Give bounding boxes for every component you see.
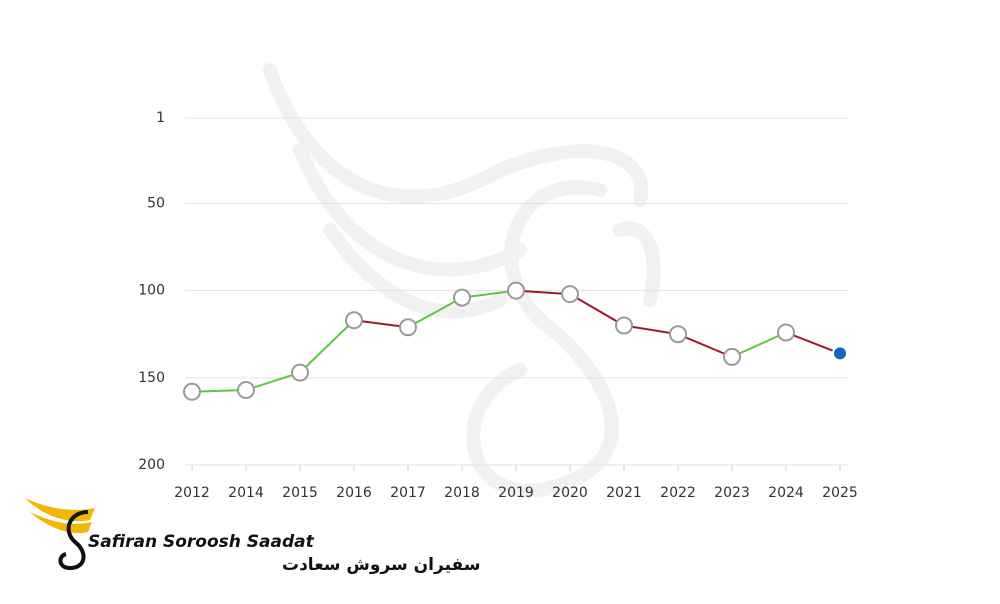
line-segment [407,296,463,329]
line-segment [569,293,625,327]
data-point [832,345,848,362]
x-tick-label: 2014 [228,485,264,501]
x-tick-label: 2020 [552,485,588,501]
logo-wing [25,498,95,522]
y-tick-label: 50 [147,195,165,211]
x-tick-label: 2019 [498,485,534,501]
x-tick-label: 2021 [606,485,642,501]
data-point [777,323,795,342]
data-point [345,311,363,330]
line-segment [515,289,571,296]
line-segment [461,289,517,299]
logo-s [58,510,89,571]
data-point [183,382,201,401]
x-tick-label: 2012 [174,485,210,501]
x-tick-label: 2025 [822,485,858,501]
data-point [615,316,633,335]
line-segment [299,319,355,374]
x-tick-label: 2022 [660,485,696,501]
logo-wing [30,512,92,534]
y-tick-label: 100 [138,283,165,299]
x-tick-label: 2016 [336,485,372,501]
line-segment [785,331,841,355]
x-tick-label: 2017 [390,485,426,501]
line-segment [191,389,247,393]
data-point [237,381,255,400]
x-tick-label: 2015 [282,485,318,501]
data-point [453,288,471,307]
data-point [561,285,579,304]
data-point [291,363,309,382]
y-tick-label: 1 [156,110,165,126]
data-point [507,281,525,300]
line-segment [353,319,409,329]
line-segment [623,324,679,336]
logo: Safiran Soroosh Saadat سفیران سروش سعادت [25,498,480,575]
line-segment [731,331,787,358]
watermark [263,63,661,498]
x-tick-label: 2018 [444,485,480,501]
y-tick-label: 200 [138,457,165,473]
line-segment [677,333,733,358]
logo-name: Safiran Soroosh Saadat [88,532,315,552]
x-tick-label: 2023 [714,485,750,501]
data-point [669,325,687,344]
data-point [723,347,741,366]
y-tick-label: 150 [138,370,165,386]
x-tick-label: 2024 [768,485,804,501]
logo-name-fa: سفیران سروش سعادت [282,555,480,575]
line-segment [245,371,301,391]
data-point [399,318,417,337]
